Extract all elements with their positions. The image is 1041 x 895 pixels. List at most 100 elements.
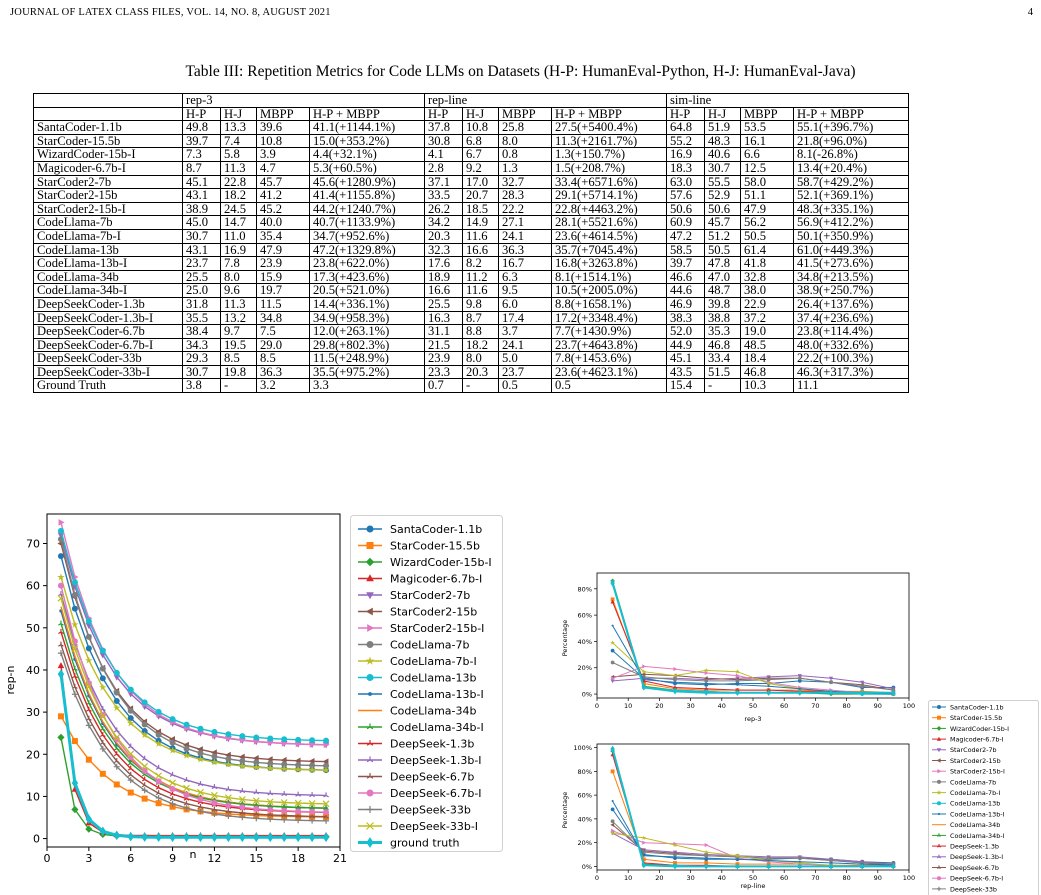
y-tick-label: 70	[26, 538, 40, 551]
metric-cell: 33.5	[425, 189, 463, 203]
x-tick-label: 10	[624, 702, 632, 710]
series-wizardcoder-15b-i	[57, 734, 329, 840]
x-tick-label: 20	[655, 702, 663, 710]
metric-cell: -	[221, 379, 257, 393]
metric-cell: 56.2	[741, 216, 794, 230]
series-marker	[829, 680, 833, 684]
legend-label: StarCoder2-7b	[950, 746, 997, 754]
series-marker	[768, 685, 770, 687]
metric-cell: 0.5	[552, 379, 667, 393]
metric-cell: 47.8	[705, 257, 741, 271]
series-deepseek-6-7b-i	[58, 583, 329, 816]
x-tick-label: 0	[595, 702, 599, 710]
metric-cell: 13.3	[221, 121, 257, 135]
legend-label: DeepSeek-6.7b	[950, 864, 999, 872]
metric-cell: -	[705, 379, 741, 393]
metric-cell: 1.5(+208.7%)	[552, 161, 667, 175]
metric-cell: 45.2	[257, 202, 310, 216]
metric-cell: 50.6	[705, 202, 741, 216]
legend-label: DeepSeek-1.3b	[390, 738, 474, 751]
metric-cell: 12.5	[741, 161, 794, 175]
series-marker	[704, 854, 708, 858]
metric-cell: 25.0	[183, 284, 221, 298]
metric-cell: 16.1	[741, 134, 794, 148]
series-marker	[211, 729, 217, 735]
legend-label: DeepSeek-33b-I	[390, 820, 478, 833]
y-axis-label: Percentage	[561, 620, 569, 657]
column-header: MBPP	[741, 107, 794, 121]
series-marker	[323, 738, 329, 744]
series-marker	[114, 781, 120, 787]
series-marker	[611, 661, 615, 665]
x-tick-label: 90	[874, 702, 882, 710]
x-tick-label: 90	[874, 874, 882, 882]
metric-cell: 8.1(-26.8%)	[794, 148, 909, 162]
series-codellama-7b	[58, 536, 329, 769]
series-marker	[57, 734, 64, 741]
metric-cell: 39.6	[257, 121, 310, 135]
model-name-cell: CodeLlama-13b	[34, 243, 183, 257]
metric-cell: 28.1(+5521.6%)	[552, 216, 667, 230]
metric-cell: 8.7	[183, 161, 221, 175]
series-marker	[674, 681, 676, 683]
y-tick-label: 0	[33, 833, 40, 846]
metric-cell: 35.3	[705, 325, 741, 339]
metric-cell: 51.9	[705, 121, 741, 135]
metric-cell: 58.7(+429.2%)	[794, 175, 909, 189]
y-tick-label: 20	[26, 748, 40, 761]
series-marker	[197, 750, 203, 756]
series-line	[613, 833, 894, 866]
metric-cell: 33.4(+6571.6%)	[552, 175, 667, 189]
y-tick-label: 40	[26, 664, 40, 677]
y-tick-label: 20%	[578, 839, 592, 847]
metric-cell: 20.7	[463, 189, 499, 203]
series-marker	[86, 757, 92, 763]
series-marker	[736, 679, 740, 683]
x-tick-label: 100	[903, 702, 915, 710]
series-marker	[281, 736, 287, 742]
series-starcoder2-7b	[611, 832, 896, 867]
series-marker	[170, 716, 176, 722]
metric-cell: 25.5	[425, 297, 463, 311]
series-marker	[184, 792, 190, 798]
metric-cell: 29.1(+5714.1%)	[552, 189, 667, 203]
metric-cell: 3.7	[499, 325, 552, 339]
metric-cell: 5.3(+60.5%)	[310, 161, 425, 175]
series-marker	[86, 645, 92, 651]
series-marker	[128, 687, 134, 693]
metric-cell: 8.0	[463, 352, 499, 366]
series-marker	[197, 796, 203, 802]
metric-cell: 46.6	[667, 270, 705, 284]
metric-cell: 4.1	[425, 148, 463, 162]
column-header: MBPP	[499, 107, 552, 121]
metric-cell: 29.0	[257, 338, 310, 352]
metric-cell: 50.6	[667, 202, 705, 216]
legend-label: Magicoder-6.7b-I	[390, 573, 482, 586]
x-tick-label: 0	[595, 874, 599, 882]
metric-cell: 11.6	[463, 284, 499, 298]
series-marker	[736, 858, 738, 860]
series-marker	[673, 678, 677, 682]
series-marker	[184, 722, 190, 728]
metric-cell: -	[463, 379, 499, 393]
legend-label: DeepSeek-6.7b-I	[950, 875, 1003, 883]
series-marker	[367, 674, 374, 681]
series-marker	[169, 832, 175, 842]
metric-cell: 21.5	[425, 338, 463, 352]
series-marker	[799, 688, 801, 690]
metric-cell: 18.9	[425, 270, 463, 284]
metric-cell: 34.9(+958.3%)	[310, 311, 425, 325]
series-marker	[58, 662, 65, 668]
series-marker	[937, 780, 941, 784]
series-marker	[156, 773, 162, 779]
series-line	[613, 809, 894, 863]
legend-label: CodeLlama-34b	[950, 821, 1000, 829]
metric-cell: 9.6	[221, 284, 257, 298]
series-marker	[225, 833, 231, 843]
metric-cell: 4.4(+32.1%)	[310, 148, 425, 162]
